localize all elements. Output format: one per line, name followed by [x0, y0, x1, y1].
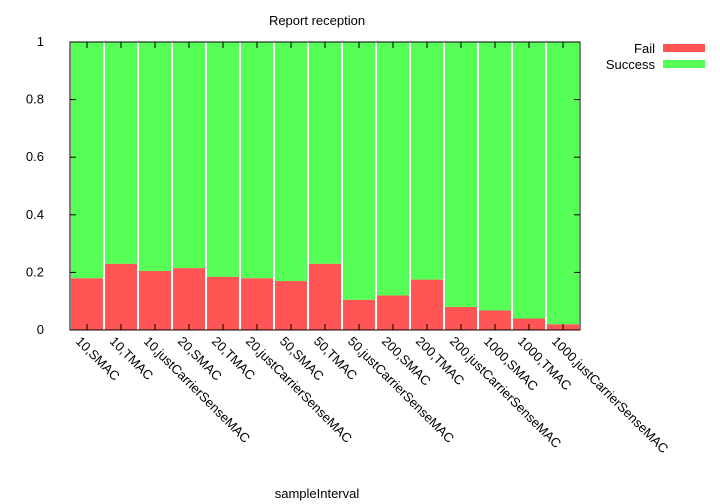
bar-fail-4	[207, 276, 239, 330]
bar-fail-11	[445, 306, 477, 330]
x-axis-label: sampleInterval	[275, 486, 360, 501]
bar-success-0	[71, 42, 103, 279]
bar-fail-2	[139, 270, 171, 330]
x-tick-label: 1000,justCarrierSenseMAC	[549, 334, 671, 456]
bar-fail-1	[105, 263, 137, 330]
y-tick-label: 0.2	[26, 264, 44, 279]
bar-success-10	[411, 42, 443, 280]
y-tick-label: 0	[37, 322, 44, 337]
bar-success-7	[309, 42, 341, 264]
bar-success-8	[343, 42, 375, 300]
bar-success-12	[479, 42, 511, 311]
bar-success-6	[275, 42, 307, 282]
y-tick-label: 1	[37, 34, 44, 49]
bar-success-2	[139, 42, 171, 271]
bar-success-13	[513, 42, 545, 319]
bar-fail-7	[309, 263, 341, 330]
legend-label-success: Success	[606, 57, 656, 72]
bar-success-1	[105, 42, 137, 264]
bar-fail-12	[479, 310, 511, 330]
bar-fail-6	[275, 281, 307, 330]
chart-title: Report reception	[269, 13, 365, 28]
y-tick-label: 0.8	[26, 92, 44, 107]
legend-swatch-fail	[663, 44, 705, 52]
y-tick-label: 0.4	[26, 207, 44, 222]
y-tick-label: 0.6	[26, 149, 44, 164]
bar-fail-10	[411, 279, 443, 330]
bar-fail-5	[241, 278, 273, 330]
y-axis: 0 0.2 0.4 0.6 0.8 1	[26, 34, 580, 337]
legend-swatch-success	[663, 60, 705, 68]
legend-label-fail: Fail	[634, 41, 655, 56]
bar-success-14	[547, 42, 579, 325]
bar-success-4	[207, 42, 239, 277]
bar-fail-0	[71, 278, 103, 330]
bar-success-9	[377, 42, 409, 296]
bars-group	[71, 42, 579, 330]
bar-success-5	[241, 42, 273, 279]
bar-fail-3	[173, 268, 205, 330]
bar-success-3	[173, 42, 205, 269]
bar-success-11	[445, 42, 477, 307]
